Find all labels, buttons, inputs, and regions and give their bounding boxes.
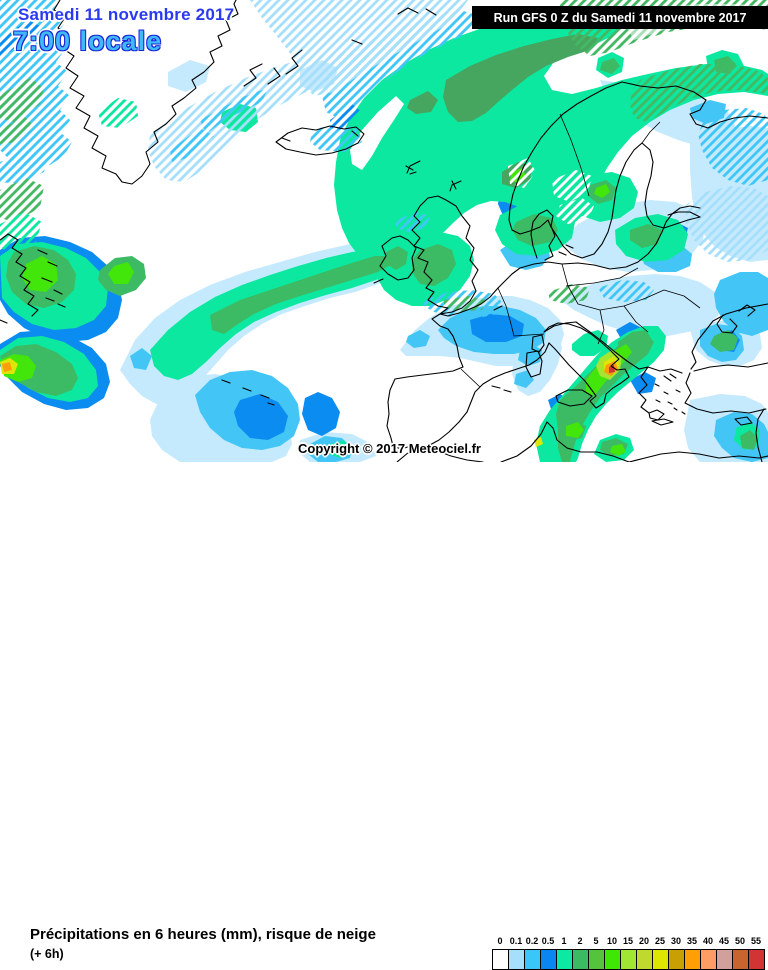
legend-color-cell <box>668 949 685 970</box>
legend-color-cell <box>684 949 701 970</box>
legend-scale: 0 0.1 0.2 0.5 1 2 5 10 15 20 25 30 35 40 45 50 55 <box>492 935 765 970</box>
legend-value: 20 <box>638 936 649 946</box>
legend-color-cell <box>604 949 621 970</box>
legend-value: 35 <box>686 936 697 946</box>
legend-color-cell <box>508 949 525 970</box>
legend-value: 0.5 <box>541 936 555 946</box>
legend-value: 50 <box>734 936 745 946</box>
legend-value: 40 <box>702 936 713 946</box>
legend-color-cell <box>652 949 669 970</box>
legend-title: Précipitations en 6 heures (mm), risque … <box>30 926 376 943</box>
legend-color-cell <box>540 949 557 970</box>
legend-value: 5 <box>593 936 599 946</box>
legend-value: 2 <box>577 936 583 946</box>
legend-strip: Précipitations en 6 heures (mm), risque … <box>0 462 768 970</box>
date-title: Samedi 11 novembre 2017 <box>18 5 235 24</box>
legend-color-cell <box>748 949 765 970</box>
legend-color-cell <box>492 949 509 970</box>
legend-value: 45 <box>718 936 729 946</box>
legend-color-cell <box>588 949 605 970</box>
legend-color-cell <box>636 949 653 970</box>
legend-value: 1 <box>561 936 567 946</box>
legend-color-cell <box>524 949 541 970</box>
legend-color-cell <box>732 949 749 970</box>
precipitation-map <box>0 0 768 462</box>
copyright-label: Copyright © 2017 Meteociel.fr <box>298 441 481 456</box>
legend-value: 0 <box>497 936 503 946</box>
model-run-box: Run GFS 0 Z du Samedi 11 novembre 2017 <box>472 6 768 29</box>
snow-hatch-field <box>0 0 768 318</box>
legend-value: 0.1 <box>509 936 523 946</box>
country-borders <box>460 113 701 388</box>
legend-value: 10 <box>606 936 617 946</box>
legend-value: 30 <box>670 936 681 946</box>
legend-color-cell <box>700 949 717 970</box>
legend-colorbar <box>492 949 765 970</box>
legend-value: 25 <box>654 936 665 946</box>
legend-color-cell <box>620 949 637 970</box>
legend-value: 0.2 <box>525 936 539 946</box>
legend-value: 15 <box>622 936 633 946</box>
legend-subtitle: (+ 6h) <box>30 947 64 961</box>
legend-color-cell <box>572 949 589 970</box>
coastlines <box>0 0 768 462</box>
legend-color-cell <box>556 949 573 970</box>
local-time-title: 7:00 locale <box>13 26 163 56</box>
legend-value: 55 <box>750 936 761 946</box>
legend-values-row: 0 0.1 0.2 0.5 1 2 5 10 15 20 25 30 35 40 45 50 55 <box>492 935 765 949</box>
legend-color-cell <box>716 949 733 970</box>
